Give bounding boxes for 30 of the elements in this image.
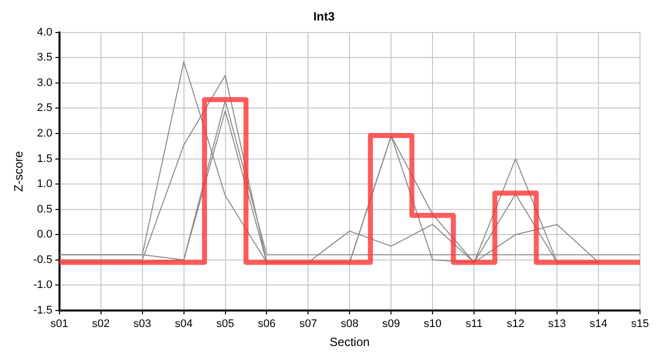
x-tick-label: s10 [424, 318, 442, 330]
x-tick-label: s15 [631, 318, 649, 330]
y-tick-label: 1.5 [37, 152, 52, 165]
x-axis-title: Section [330, 335, 370, 350]
x-tick-label: s06 [258, 318, 276, 330]
y-tick-label: 1.0 [37, 178, 52, 190]
y-tick-label: 0.5 [37, 203, 52, 216]
x-tick-label: s09 [382, 318, 400, 330]
x-tick-label: s08 [340, 318, 359, 330]
x-tick-label: s04 [174, 318, 193, 330]
x-tick-label: s02 [92, 318, 110, 330]
x-tick-label: s13 [548, 318, 566, 330]
chart-title: Int3 [313, 10, 335, 24]
y-tick-label: 2.5 [37, 102, 52, 114]
y-tick-label: -0.5 [33, 254, 52, 266]
x-tick-label: s01 [50, 318, 68, 330]
y-tick-label: 4.0 [37, 26, 52, 38]
y-tick-label: -1.0 [33, 279, 52, 292]
x-tick-label: s14 [590, 318, 608, 330]
x-tick-label: s11 [466, 318, 483, 330]
y-tick-label: 3.5 [37, 52, 52, 64]
y-tick-label: 2.0 [37, 128, 52, 140]
x-tick-label: s07 [299, 318, 318, 330]
y-axis-title: Z-score [12, 150, 26, 192]
y-tick-label: 3.0 [37, 76, 52, 89]
y-tick-label: 0.0 [37, 228, 52, 241]
y-tick-label: -1.5 [33, 304, 52, 316]
x-tick-label: s12 [506, 318, 524, 330]
x-tick-label: s03 [133, 318, 152, 330]
x-tick-label: s05 [216, 318, 234, 330]
